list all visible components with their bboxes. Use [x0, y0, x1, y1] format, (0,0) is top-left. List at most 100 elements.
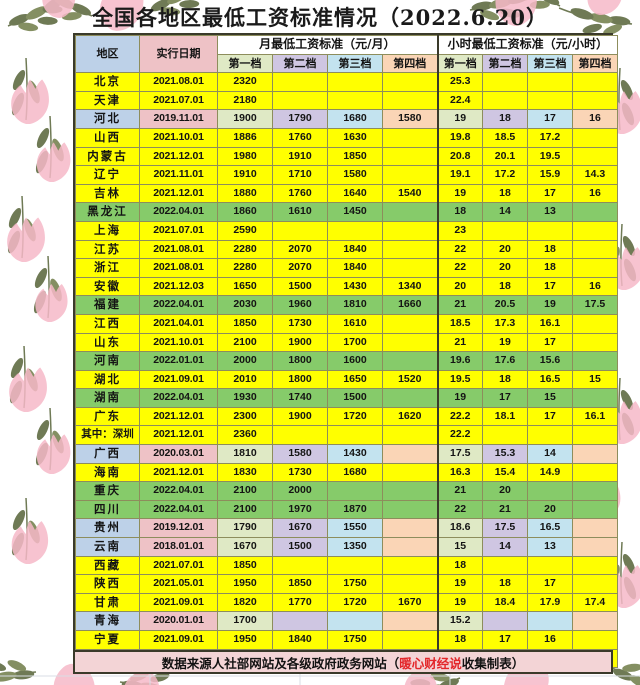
- cell-hourly-tier-1: 25.3: [436, 72, 484, 92]
- cell-hourly-tier-1: 19.8: [436, 127, 484, 148]
- cell-monthly-tier-3: 1430: [327, 276, 383, 297]
- cell-effective-date: 2021.04.01: [139, 313, 218, 334]
- cell-monthly-tier-1: 1886: [217, 127, 273, 148]
- header-hourly-tier-2: 第二档: [482, 53, 529, 74]
- cell-hourly-tier-1: 18: [436, 555, 484, 576]
- cell-monthly-tier-4: [381, 444, 439, 464]
- cell-effective-date: 2021.07.01: [139, 220, 218, 241]
- cell-monthly-tier-3: 1650: [327, 369, 383, 390]
- table-row: 浙江 2021.08.01 2280 2070 1840 22 20 18: [75, 258, 619, 278]
- cell-hourly-tier-1: 22: [436, 258, 484, 278]
- cell-effective-date: 2021.12.03: [139, 276, 218, 297]
- cell-region: 甘肃: [75, 592, 140, 613]
- cell-hourly-tier-2: [482, 425, 529, 446]
- cell-hourly-tier-4: [572, 239, 619, 260]
- cell-region: 云南: [75, 537, 140, 557]
- cell-monthly-tier-2: 1760: [272, 127, 328, 148]
- cell-region: 西藏: [75, 555, 140, 576]
- cell-effective-date: 2022.04.01: [139, 481, 218, 501]
- cell-monthly-tier-2: 1770: [272, 592, 328, 613]
- cell-effective-date: 2021.10.01: [139, 127, 218, 148]
- cell-hourly-tier-1: 18: [436, 630, 484, 650]
- cell-hourly-tier-3: 13: [527, 537, 574, 557]
- cell-hourly-tier-3: 15.9: [527, 165, 574, 185]
- cell-monthly-tier-1: 1820: [217, 592, 273, 613]
- table-row: 福建 2022.04.01 2030 1960 1810 1660 21 20.5 19 17.5: [75, 295, 619, 315]
- table-row: 安徽 2021.12.03 1650 1500 1430 1340 20 18 17 16: [75, 276, 619, 297]
- cell-monthly-tier-4: [381, 351, 439, 371]
- cell-hourly-tier-1: 22.2: [436, 425, 484, 446]
- cell-hourly-tier-3: 15: [527, 388, 574, 408]
- cell-monthly-tier-1: 2030: [217, 295, 273, 315]
- cell-monthly-tier-4: [381, 630, 439, 650]
- cell-hourly-tier-4: [572, 351, 619, 371]
- cell-hourly-tier-2: 18: [482, 369, 529, 390]
- cell-monthly-tier-3: [327, 72, 383, 92]
- cell-monthly-tier-4: [381, 72, 439, 92]
- table-row: 黑龙江 2022.04.01 1860 1610 1450 18 14 13: [75, 202, 619, 222]
- cell-hourly-tier-2: 17: [482, 630, 529, 650]
- cell-hourly-tier-2: 18.5: [482, 127, 529, 148]
- table-row: 吉林 2021.12.01 1880 1760 1640 1540 19 18 17 16: [75, 183, 619, 204]
- cell-hourly-tier-1: 16.3: [436, 462, 484, 483]
- cell-hourly-tier-1: 21: [436, 295, 484, 315]
- cell-region: 山西: [75, 127, 140, 148]
- cell-monthly-tier-2: 1960: [272, 295, 328, 315]
- cell-hourly-tier-4: [572, 258, 619, 278]
- cell-monthly-tier-3: 1680: [327, 462, 383, 483]
- cell-effective-date: 2020.03.01: [139, 444, 218, 464]
- cell-monthly-tier-2: 1840: [272, 630, 328, 650]
- source-note: 数据来源人社部网站及各级政府政务网站（暖心财经说收集制表）: [162, 653, 525, 672]
- cell-hourly-tier-4: [572, 146, 619, 167]
- table-row: 江苏 2021.08.01 2280 2070 1840 22 20 18: [75, 239, 619, 260]
- cell-monthly-tier-3: 1750: [327, 630, 383, 650]
- cell-region: 广西: [75, 444, 140, 464]
- cell-monthly-tier-4: 1520: [381, 369, 439, 390]
- cell-hourly-tier-3: [527, 611, 574, 631]
- cell-monthly-tier-3: [327, 481, 383, 501]
- table-row: 山东 2021.10.01 2100 1900 1700 21 19 17: [75, 332, 619, 353]
- cell-monthly-tier-4: [381, 462, 439, 483]
- cell-monthly-tier-3: 1580: [327, 165, 383, 185]
- cell-monthly-tier-2: 2070: [272, 258, 328, 278]
- cell-monthly-tier-2: [272, 425, 328, 446]
- cell-monthly-tier-2: 1670: [272, 518, 328, 539]
- cell-hourly-tier-4: 16.1: [572, 406, 619, 427]
- cell-monthly-tier-4: [381, 537, 439, 557]
- cell-monthly-tier-3: 1630: [327, 127, 383, 148]
- header-monthly-tier-2: 第二档: [272, 53, 328, 74]
- cell-monthly-tier-3: 1840: [327, 239, 383, 260]
- cell-hourly-tier-4: [572, 90, 619, 111]
- cell-hourly-tier-3: 17: [527, 276, 574, 297]
- cell-region: 安徽: [75, 276, 140, 297]
- cell-monthly-tier-4: 1620: [381, 406, 439, 427]
- cell-monthly-tier-4: [381, 165, 439, 185]
- cell-effective-date: 2021.08.01: [139, 239, 218, 260]
- cell-monthly-tier-2: [272, 72, 328, 92]
- table-row: 其中：深圳 2021.12.01 2360 22.2: [75, 425, 619, 446]
- cell-monthly-tier-1: 1910: [217, 165, 273, 185]
- cell-monthly-tier-4: [381, 481, 439, 501]
- cell-hourly-tier-2: [482, 220, 529, 241]
- cell-effective-date: 2022.04.01: [139, 202, 218, 222]
- cell-monthly-tier-4: 1340: [381, 276, 439, 297]
- cell-monthly-tier-1: 1850: [217, 555, 273, 576]
- table-row: 湖南 2022.04.01 1930 1740 1500 19 17 15: [75, 388, 619, 408]
- cell-hourly-tier-4: [572, 518, 619, 539]
- cell-effective-date: 2021.08.01: [139, 258, 218, 278]
- cell-effective-date: 2021.12.01: [139, 462, 218, 483]
- cell-hourly-tier-3: 16.5: [527, 369, 574, 390]
- cell-monthly-tier-1: 1930: [217, 388, 273, 408]
- table-row: 宁夏 2021.09.01 1950 1840 1750 18 17 16: [75, 630, 619, 650]
- cell-region: 湖南: [75, 388, 140, 408]
- cell-monthly-tier-1: 1980: [217, 146, 273, 167]
- cell-region: 山东: [75, 332, 140, 353]
- cell-hourly-tier-1: 17.5: [436, 444, 484, 464]
- cell-monthly-tier-3: [327, 555, 383, 576]
- cell-monthly-tier-1: 2590: [217, 220, 273, 241]
- table-body: 北京 2021.08.01 2320 25.3 天津 2021.07.01 2180 22.4…: [75, 72, 619, 669]
- cell-effective-date: 2021.07.01: [139, 90, 218, 111]
- cell-monthly-tier-2: [272, 611, 328, 631]
- cell-hourly-tier-4: [572, 462, 619, 483]
- table-row: 甘肃 2021.09.01 1820 1770 1720 1670 19 18.4 17.9 17…: [75, 592, 619, 613]
